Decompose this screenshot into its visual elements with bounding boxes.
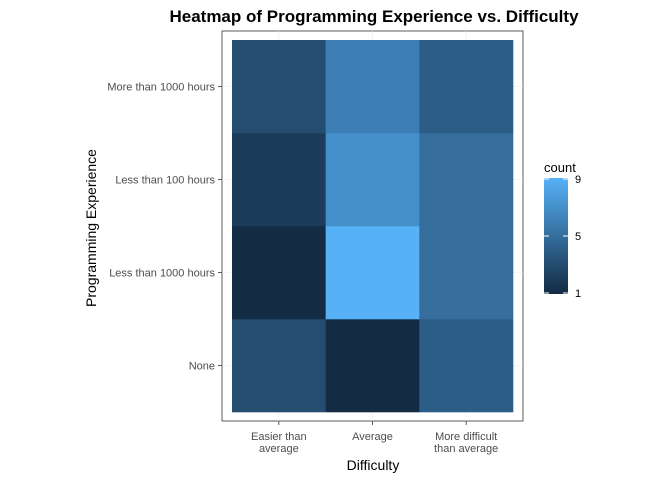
heatmap-cell — [325, 40, 420, 134]
y-tick-label: Less than 100 hours — [115, 175, 215, 187]
x-tick-label: Average — [352, 431, 393, 443]
x-axis-title: Difficulty — [347, 457, 400, 473]
y-tick-label: More than 1000 hours — [107, 82, 215, 94]
heatmap-cell — [419, 226, 514, 320]
heatmap-cell — [232, 319, 326, 413]
legend-title: count — [544, 160, 576, 175]
heatmap-cell — [419, 40, 514, 134]
heatmap-tiles — [232, 40, 514, 413]
legend-tick-label: 1 — [575, 288, 581, 300]
color-legend: count 1 5 9 — [544, 160, 581, 300]
heatmap-cell — [419, 133, 514, 227]
heatmap-cell — [325, 319, 420, 413]
y-axis: None Less than 1000 hours Less than 100 ho… — [107, 82, 222, 373]
y-axis-title: Programming Experience — [83, 149, 99, 307]
x-axis: Easier than average Average More difficult t… — [251, 421, 498, 455]
chart-title: Heatmap of Programming Experience vs. Di… — [169, 7, 579, 26]
heatmap-cell — [232, 40, 326, 134]
heatmap-cell — [232, 133, 326, 227]
x-tick-label: Easier than average — [251, 431, 307, 455]
heatmap-cell — [232, 226, 326, 320]
y-tick-label: Less than 1000 hours — [109, 268, 215, 280]
legend-tick-label: 9 — [575, 174, 581, 186]
heatmap-cell — [325, 226, 420, 320]
y-tick-label: None — [189, 361, 215, 373]
x-tick-label: More difficult than average — [434, 431, 498, 455]
heatmap-cell — [419, 319, 514, 413]
legend-tick-label: 5 — [575, 231, 581, 243]
heatmap-cell — [325, 133, 420, 227]
